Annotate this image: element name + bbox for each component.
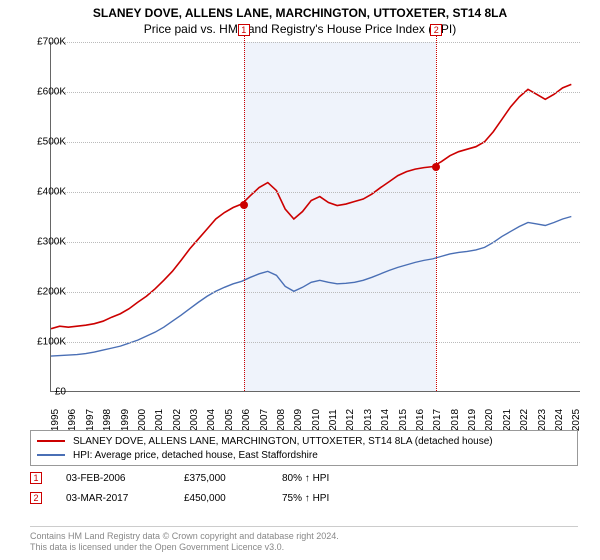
- footer-line1: Contains HM Land Registry data © Crown c…: [30, 531, 578, 543]
- event-date: 03-FEB-2006: [66, 473, 166, 484]
- x-tick-label: 2022: [519, 409, 530, 431]
- y-tick-label: £600K: [26, 87, 66, 98]
- series-hpi: [51, 217, 571, 357]
- chart-title: SLANEY DOVE, ALLENS LANE, MARCHINGTON, U…: [0, 0, 600, 20]
- y-tick-label: £200K: [26, 287, 66, 298]
- x-tick-label: 2009: [293, 409, 304, 431]
- event-price: £375,000: [184, 473, 264, 484]
- event-marker-box: 2: [430, 24, 442, 36]
- gridline: [51, 142, 580, 143]
- x-tick-label: 1995: [50, 409, 61, 431]
- gridline: [51, 42, 580, 43]
- legend: SLANEY DOVE, ALLENS LANE, MARCHINGTON, U…: [30, 430, 578, 466]
- x-tick-label: 2013: [363, 409, 374, 431]
- y-tick-label: £0: [26, 387, 66, 398]
- event-marker: 2: [30, 492, 42, 504]
- legend-swatch: [37, 440, 65, 442]
- event-marker-box: 1: [238, 24, 250, 36]
- event-date: 03-MAR-2017: [66, 493, 166, 504]
- x-tick-label: 2016: [415, 409, 426, 431]
- x-tick-label: 2020: [484, 409, 495, 431]
- y-tick-label: £500K: [26, 137, 66, 148]
- event-row: 1 03-FEB-2006 £375,000 80% ↑ HPI: [30, 468, 578, 488]
- chart-lines: [51, 42, 580, 391]
- event-vline: [244, 36, 245, 391]
- event-price: £450,000: [184, 493, 264, 504]
- x-tick-label: 2015: [398, 409, 409, 431]
- x-tick-label: 2018: [450, 409, 461, 431]
- x-tick-label: 2010: [311, 409, 322, 431]
- legend-swatch: [37, 454, 65, 456]
- x-tick-label: 2002: [172, 409, 183, 431]
- gridline: [51, 92, 580, 93]
- event-marker: 1: [30, 472, 42, 484]
- y-tick-label: £300K: [26, 237, 66, 248]
- x-tick-label: 1996: [67, 409, 78, 431]
- x-tick-label: 1997: [85, 409, 96, 431]
- x-tick-label: 2021: [502, 409, 513, 431]
- x-tick-label: 2004: [206, 409, 217, 431]
- x-tick-label: 2007: [259, 409, 270, 431]
- x-tick-label: 2025: [571, 409, 582, 431]
- x-tick-label: 2017: [432, 409, 443, 431]
- x-tick-label: 2003: [189, 409, 200, 431]
- footer-line2: This data is licensed under the Open Gov…: [30, 542, 578, 554]
- x-tick-label: 2008: [276, 409, 287, 431]
- y-tick-label: £400K: [26, 187, 66, 198]
- x-tick-label: 2024: [554, 409, 565, 431]
- gridline: [51, 342, 580, 343]
- event-vline: [436, 36, 437, 391]
- x-tick-label: 2014: [380, 409, 391, 431]
- chart-plot-area: 12: [50, 42, 580, 392]
- chart-subtitle: Price paid vs. HM Land Registry's House …: [0, 20, 600, 40]
- event-dot: [432, 163, 440, 171]
- y-tick-label: £100K: [26, 337, 66, 348]
- legend-row: HPI: Average price, detached house, East…: [37, 448, 571, 462]
- gridline: [51, 192, 580, 193]
- x-tick-label: 2005: [224, 409, 235, 431]
- x-tick-label: 1999: [120, 409, 131, 431]
- legend-row: SLANEY DOVE, ALLENS LANE, MARCHINGTON, U…: [37, 434, 571, 448]
- x-tick-label: 2019: [467, 409, 478, 431]
- footer-attribution: Contains HM Land Registry data © Crown c…: [30, 526, 578, 554]
- x-tick-label: 2023: [537, 409, 548, 431]
- x-axis-labels: 1995199619971998199920002001200220032004…: [50, 394, 580, 426]
- event-hpi: 75% ↑ HPI: [282, 493, 362, 504]
- x-tick-label: 2000: [137, 409, 148, 431]
- event-dot: [240, 201, 248, 209]
- legend-label: SLANEY DOVE, ALLENS LANE, MARCHINGTON, U…: [73, 436, 493, 447]
- x-tick-label: 2012: [345, 409, 356, 431]
- x-tick-label: 2011: [328, 409, 339, 431]
- event-table: 1 03-FEB-2006 £375,000 80% ↑ HPI 2 03-MAR-201…: [30, 468, 578, 508]
- y-tick-label: £700K: [26, 37, 66, 48]
- event-row: 2 03-MAR-2017 £450,000 75% ↑ HPI: [30, 488, 578, 508]
- legend-label: HPI: Average price, detached house, East…: [73, 450, 318, 461]
- x-tick-label: 2001: [154, 409, 165, 431]
- x-tick-label: 2006: [241, 409, 252, 431]
- gridline: [51, 292, 580, 293]
- x-tick-label: 1998: [102, 409, 113, 431]
- event-hpi: 80% ↑ HPI: [282, 473, 362, 484]
- gridline: [51, 242, 580, 243]
